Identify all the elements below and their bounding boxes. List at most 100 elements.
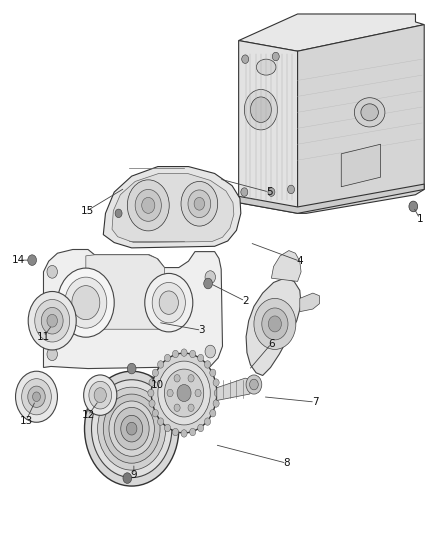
- Circle shape: [151, 353, 217, 433]
- Circle shape: [148, 389, 154, 397]
- Circle shape: [85, 371, 179, 486]
- Circle shape: [177, 384, 191, 401]
- Circle shape: [84, 375, 117, 415]
- Circle shape: [149, 400, 155, 407]
- Circle shape: [152, 409, 159, 417]
- Circle shape: [210, 409, 216, 417]
- Circle shape: [244, 90, 278, 130]
- Circle shape: [89, 381, 112, 409]
- Text: 4: 4: [297, 256, 303, 266]
- Polygon shape: [300, 293, 319, 312]
- Circle shape: [47, 348, 57, 361]
- Circle shape: [188, 375, 194, 382]
- Circle shape: [142, 197, 155, 213]
- Text: 9: 9: [131, 470, 137, 480]
- Circle shape: [241, 188, 248, 196]
- Text: 15: 15: [81, 206, 94, 216]
- Circle shape: [288, 185, 294, 193]
- Circle shape: [65, 277, 107, 328]
- Circle shape: [173, 429, 179, 436]
- Circle shape: [205, 361, 211, 368]
- Circle shape: [41, 308, 63, 334]
- Text: 7: 7: [312, 397, 318, 407]
- Circle shape: [173, 350, 179, 358]
- Circle shape: [28, 386, 45, 407]
- Circle shape: [47, 314, 57, 327]
- Ellipse shape: [354, 98, 385, 127]
- Circle shape: [268, 188, 275, 196]
- Circle shape: [262, 308, 288, 340]
- Circle shape: [272, 52, 279, 61]
- Circle shape: [213, 379, 219, 386]
- Circle shape: [254, 298, 296, 350]
- Circle shape: [188, 190, 211, 217]
- Circle shape: [250, 379, 258, 390]
- Circle shape: [246, 375, 262, 394]
- Circle shape: [213, 400, 219, 407]
- Circle shape: [164, 369, 204, 417]
- Circle shape: [409, 201, 418, 212]
- Circle shape: [242, 55, 249, 63]
- Circle shape: [205, 271, 215, 284]
- Circle shape: [28, 292, 76, 350]
- Text: 14: 14: [11, 255, 25, 265]
- Text: 10: 10: [151, 379, 164, 390]
- Circle shape: [15, 371, 57, 422]
- Circle shape: [198, 354, 204, 362]
- Circle shape: [205, 345, 215, 358]
- Circle shape: [158, 361, 164, 368]
- Circle shape: [181, 181, 218, 226]
- Circle shape: [188, 404, 194, 411]
- Circle shape: [158, 361, 210, 425]
- Circle shape: [47, 265, 57, 278]
- Circle shape: [123, 473, 132, 483]
- Circle shape: [127, 422, 137, 435]
- Text: 2: 2: [242, 296, 248, 306]
- Text: 3: 3: [198, 325, 205, 335]
- Circle shape: [190, 350, 196, 358]
- Ellipse shape: [256, 59, 276, 75]
- Circle shape: [190, 429, 196, 436]
- Polygon shape: [103, 166, 241, 248]
- Circle shape: [167, 389, 173, 397]
- Circle shape: [158, 418, 164, 425]
- Polygon shape: [341, 144, 381, 187]
- Circle shape: [214, 389, 220, 397]
- Circle shape: [94, 387, 106, 402]
- Text: 12: 12: [81, 410, 95, 421]
- Circle shape: [181, 349, 187, 357]
- Circle shape: [127, 180, 169, 231]
- Text: 11: 11: [37, 332, 50, 342]
- Polygon shape: [246, 278, 301, 375]
- Polygon shape: [272, 251, 301, 281]
- Circle shape: [32, 392, 40, 401]
- Circle shape: [57, 268, 114, 337]
- Circle shape: [174, 404, 180, 411]
- Polygon shape: [297, 25, 424, 213]
- Circle shape: [135, 189, 161, 221]
- Polygon shape: [86, 255, 164, 329]
- Circle shape: [127, 364, 136, 374]
- Polygon shape: [239, 184, 424, 213]
- Circle shape: [149, 379, 155, 386]
- Polygon shape: [239, 14, 424, 51]
- Circle shape: [152, 369, 159, 376]
- Circle shape: [164, 424, 170, 432]
- Circle shape: [103, 394, 160, 463]
- Text: 5: 5: [266, 187, 272, 197]
- Circle shape: [72, 286, 100, 320]
- Circle shape: [195, 389, 201, 397]
- Circle shape: [98, 387, 166, 470]
- Polygon shape: [112, 173, 234, 243]
- Circle shape: [92, 379, 172, 478]
- Circle shape: [268, 316, 282, 332]
- Circle shape: [204, 278, 212, 289]
- Polygon shape: [239, 41, 297, 213]
- Text: 6: 6: [268, 338, 275, 349]
- Circle shape: [115, 209, 122, 217]
- Circle shape: [145, 273, 193, 332]
- Circle shape: [152, 282, 185, 323]
- Circle shape: [198, 424, 204, 432]
- Text: 13: 13: [19, 416, 33, 426]
- Circle shape: [109, 401, 154, 456]
